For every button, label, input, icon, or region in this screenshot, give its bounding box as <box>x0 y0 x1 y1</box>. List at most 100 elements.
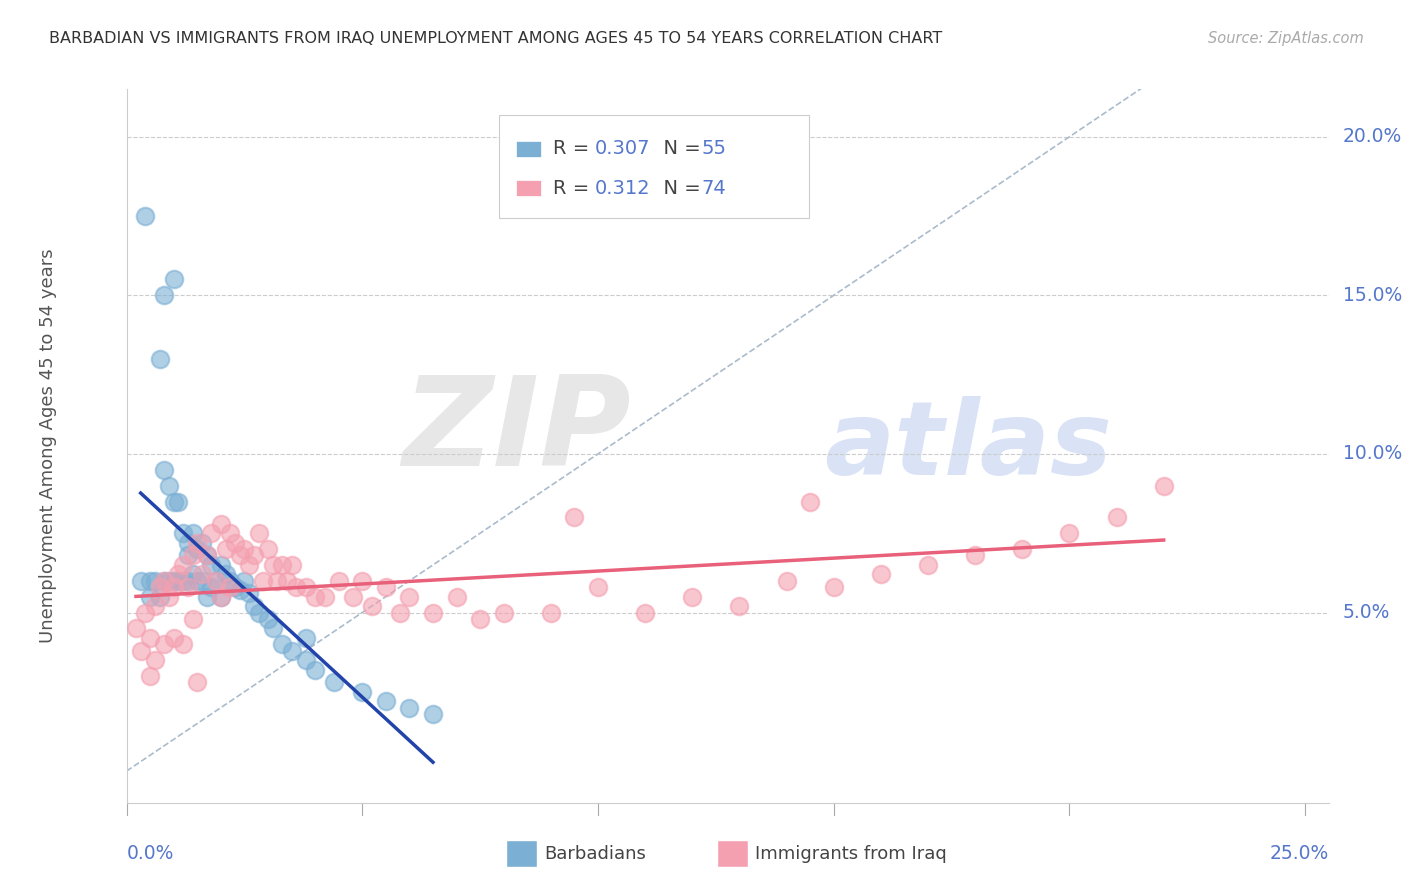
Point <box>352 574 374 588</box>
Point <box>167 574 190 588</box>
Point <box>681 590 703 604</box>
Point <box>191 535 214 549</box>
Point <box>468 612 491 626</box>
Point <box>172 558 194 572</box>
Point <box>869 567 891 582</box>
Point <box>163 272 186 286</box>
Point <box>266 574 288 588</box>
Point <box>153 574 176 588</box>
Point <box>238 586 260 600</box>
Point <box>224 535 246 549</box>
Point <box>200 558 222 572</box>
Point <box>262 558 284 572</box>
Point <box>186 535 208 549</box>
Point <box>172 526 194 541</box>
Point <box>209 558 232 572</box>
Text: R =: R = <box>553 178 595 198</box>
Point <box>247 606 270 620</box>
Point <box>163 631 186 645</box>
Point <box>352 685 374 699</box>
Point <box>271 637 294 651</box>
Point <box>139 590 162 604</box>
Point <box>328 574 350 588</box>
Text: R =: R = <box>553 139 595 159</box>
Point <box>177 580 200 594</box>
Point <box>153 574 176 588</box>
Point <box>314 590 336 604</box>
Point <box>181 526 204 541</box>
Text: ZIP: ZIP <box>402 371 631 492</box>
Point <box>129 643 152 657</box>
Point <box>294 631 316 645</box>
Text: 5.0%: 5.0% <box>1343 603 1391 622</box>
Point <box>323 675 346 690</box>
Text: 15.0%: 15.0% <box>1343 285 1402 305</box>
Point <box>186 675 208 690</box>
Point <box>219 580 242 594</box>
Point <box>233 574 256 588</box>
Point <box>374 694 396 708</box>
Point <box>540 606 562 620</box>
Point <box>1059 526 1081 541</box>
Point <box>186 574 208 588</box>
Point <box>257 542 280 557</box>
Point <box>271 558 294 572</box>
Text: 20.0%: 20.0% <box>1343 128 1402 146</box>
Text: 10.0%: 10.0% <box>1343 444 1402 464</box>
Point <box>148 580 170 594</box>
Point <box>157 478 180 492</box>
Point <box>374 580 396 594</box>
Point <box>243 549 266 563</box>
Point <box>398 590 420 604</box>
Point <box>143 653 166 667</box>
Text: 55: 55 <box>702 139 727 159</box>
Point <box>422 606 444 620</box>
Point <box>219 526 242 541</box>
Point <box>799 494 821 508</box>
Text: 25.0%: 25.0% <box>1270 844 1329 863</box>
Point <box>398 700 420 714</box>
Point <box>233 542 256 557</box>
Point <box>177 535 200 549</box>
Point <box>446 590 468 604</box>
Point <box>228 549 250 563</box>
Point <box>153 288 176 302</box>
Point <box>823 580 845 594</box>
Point <box>209 590 232 604</box>
Point <box>219 574 242 588</box>
Text: N =: N = <box>651 139 707 159</box>
Text: 0.307: 0.307 <box>595 139 651 159</box>
Point <box>224 580 246 594</box>
Point <box>125 621 148 635</box>
Point <box>243 599 266 614</box>
Point <box>205 574 228 588</box>
Point <box>148 351 170 366</box>
Text: Source: ZipAtlas.com: Source: ZipAtlas.com <box>1208 31 1364 46</box>
Point <box>139 669 162 683</box>
Point <box>157 574 180 588</box>
Text: atlas: atlas <box>824 395 1112 497</box>
Point <box>564 510 586 524</box>
Point <box>276 574 298 588</box>
Point <box>209 516 232 531</box>
Point <box>285 580 308 594</box>
Point <box>143 599 166 614</box>
Point <box>191 574 214 588</box>
Point <box>304 590 326 604</box>
Point <box>163 574 186 588</box>
Point <box>181 567 204 582</box>
Point <box>167 567 190 582</box>
Point <box>181 612 204 626</box>
Point <box>191 567 214 582</box>
Point <box>153 637 176 651</box>
Point <box>172 574 194 588</box>
Point <box>134 209 156 223</box>
Point <box>342 590 364 604</box>
Point <box>1105 510 1128 524</box>
Point <box>163 580 186 594</box>
Point <box>143 574 166 588</box>
Point <box>172 637 194 651</box>
Point <box>167 494 190 508</box>
Point <box>214 567 236 582</box>
Point <box>280 643 302 657</box>
